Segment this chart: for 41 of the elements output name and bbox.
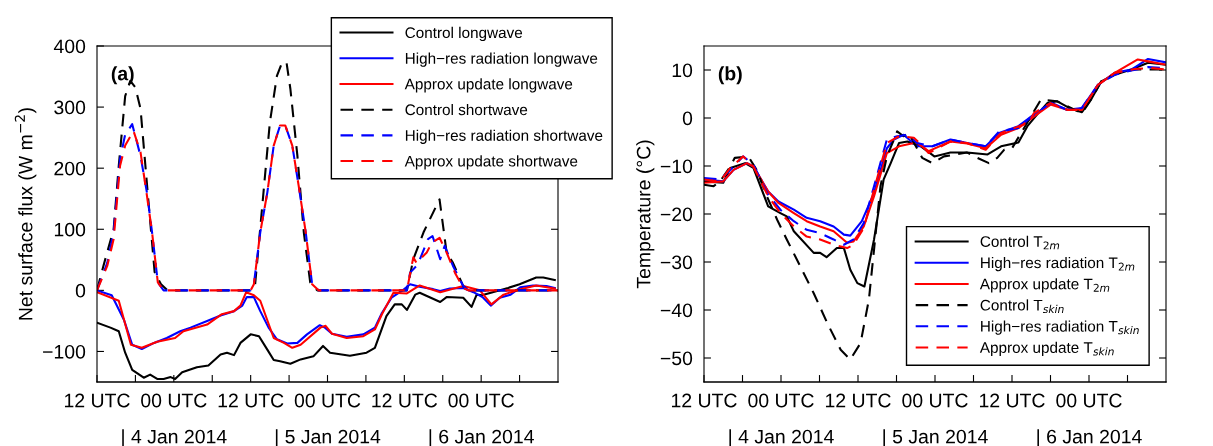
legend-label: Approx update T$_{skin}$ [979, 341, 1114, 356]
y-tick-label: −20 [660, 207, 693, 222]
x-tick-label: 00 UTC [448, 393, 514, 408]
x-tick-label: 12 UTC [825, 393, 891, 408]
x-tick-label: 00 UTC [141, 393, 207, 408]
legend-label: Approx update longwave [404, 78, 573, 93]
x-tick-label: 12 UTC [671, 393, 737, 408]
legend-label: High−res radiation longwave [405, 52, 598, 67]
legend-label: Control T$_{skin}$ [980, 299, 1064, 314]
y-tick-label: 400 [53, 39, 86, 54]
legend-label: Approx update shortwave [404, 155, 578, 170]
y-axis-title: Net surface flux (W m$^{−2}$) [14, 108, 37, 320]
legend-label: Control shortwave [405, 103, 528, 116]
annotation: (b) [718, 66, 742, 85]
x-tick-label: 00 UTC [748, 393, 814, 408]
x-tick-label: 00 UTC [902, 393, 968, 408]
y-tick-label: 0 [75, 283, 86, 298]
y-tick-label: 300 [54, 100, 86, 115]
y-tick-label: −50 [660, 351, 693, 366]
y-tick-label: 10 [672, 63, 693, 78]
x-tick-label: 12 UTC [218, 393, 284, 408]
y-tick-label: −10 [660, 159, 693, 174]
y-axis-title: Temperature (°C) [636, 140, 655, 289]
annotation: (a) [111, 66, 134, 85]
y-tick-label: −30 [660, 255, 693, 270]
legend-label: Control T$_{2m}$ [980, 235, 1060, 250]
x-tick-label: 00 UTC [294, 393, 361, 408]
legend-label: Control longwave [405, 26, 523, 42]
y-tick-label: 0 [682, 111, 693, 126]
x-tick-label: 12 UTC [979, 393, 1045, 408]
legend-label: Approx update T$_{2m}$ [979, 278, 1110, 293]
x-tick-label: 00 UTC [1056, 393, 1122, 408]
x-tick-label: 12 UTC [372, 393, 438, 408]
legend-label: High−res radiation T$_{skin}$ [981, 320, 1139, 335]
x-tick-label: 12 UTC [64, 393, 130, 408]
legend-label: High−res radiation T$_{2m}$ [981, 256, 1135, 272]
y-tick-label: −100 [43, 344, 86, 359]
y-tick-label: 100 [54, 222, 86, 237]
legend-label: High−res radiation shortwave [405, 129, 603, 144]
y-tick-label: 200 [54, 161, 86, 176]
y-tick-label: −40 [660, 303, 693, 318]
